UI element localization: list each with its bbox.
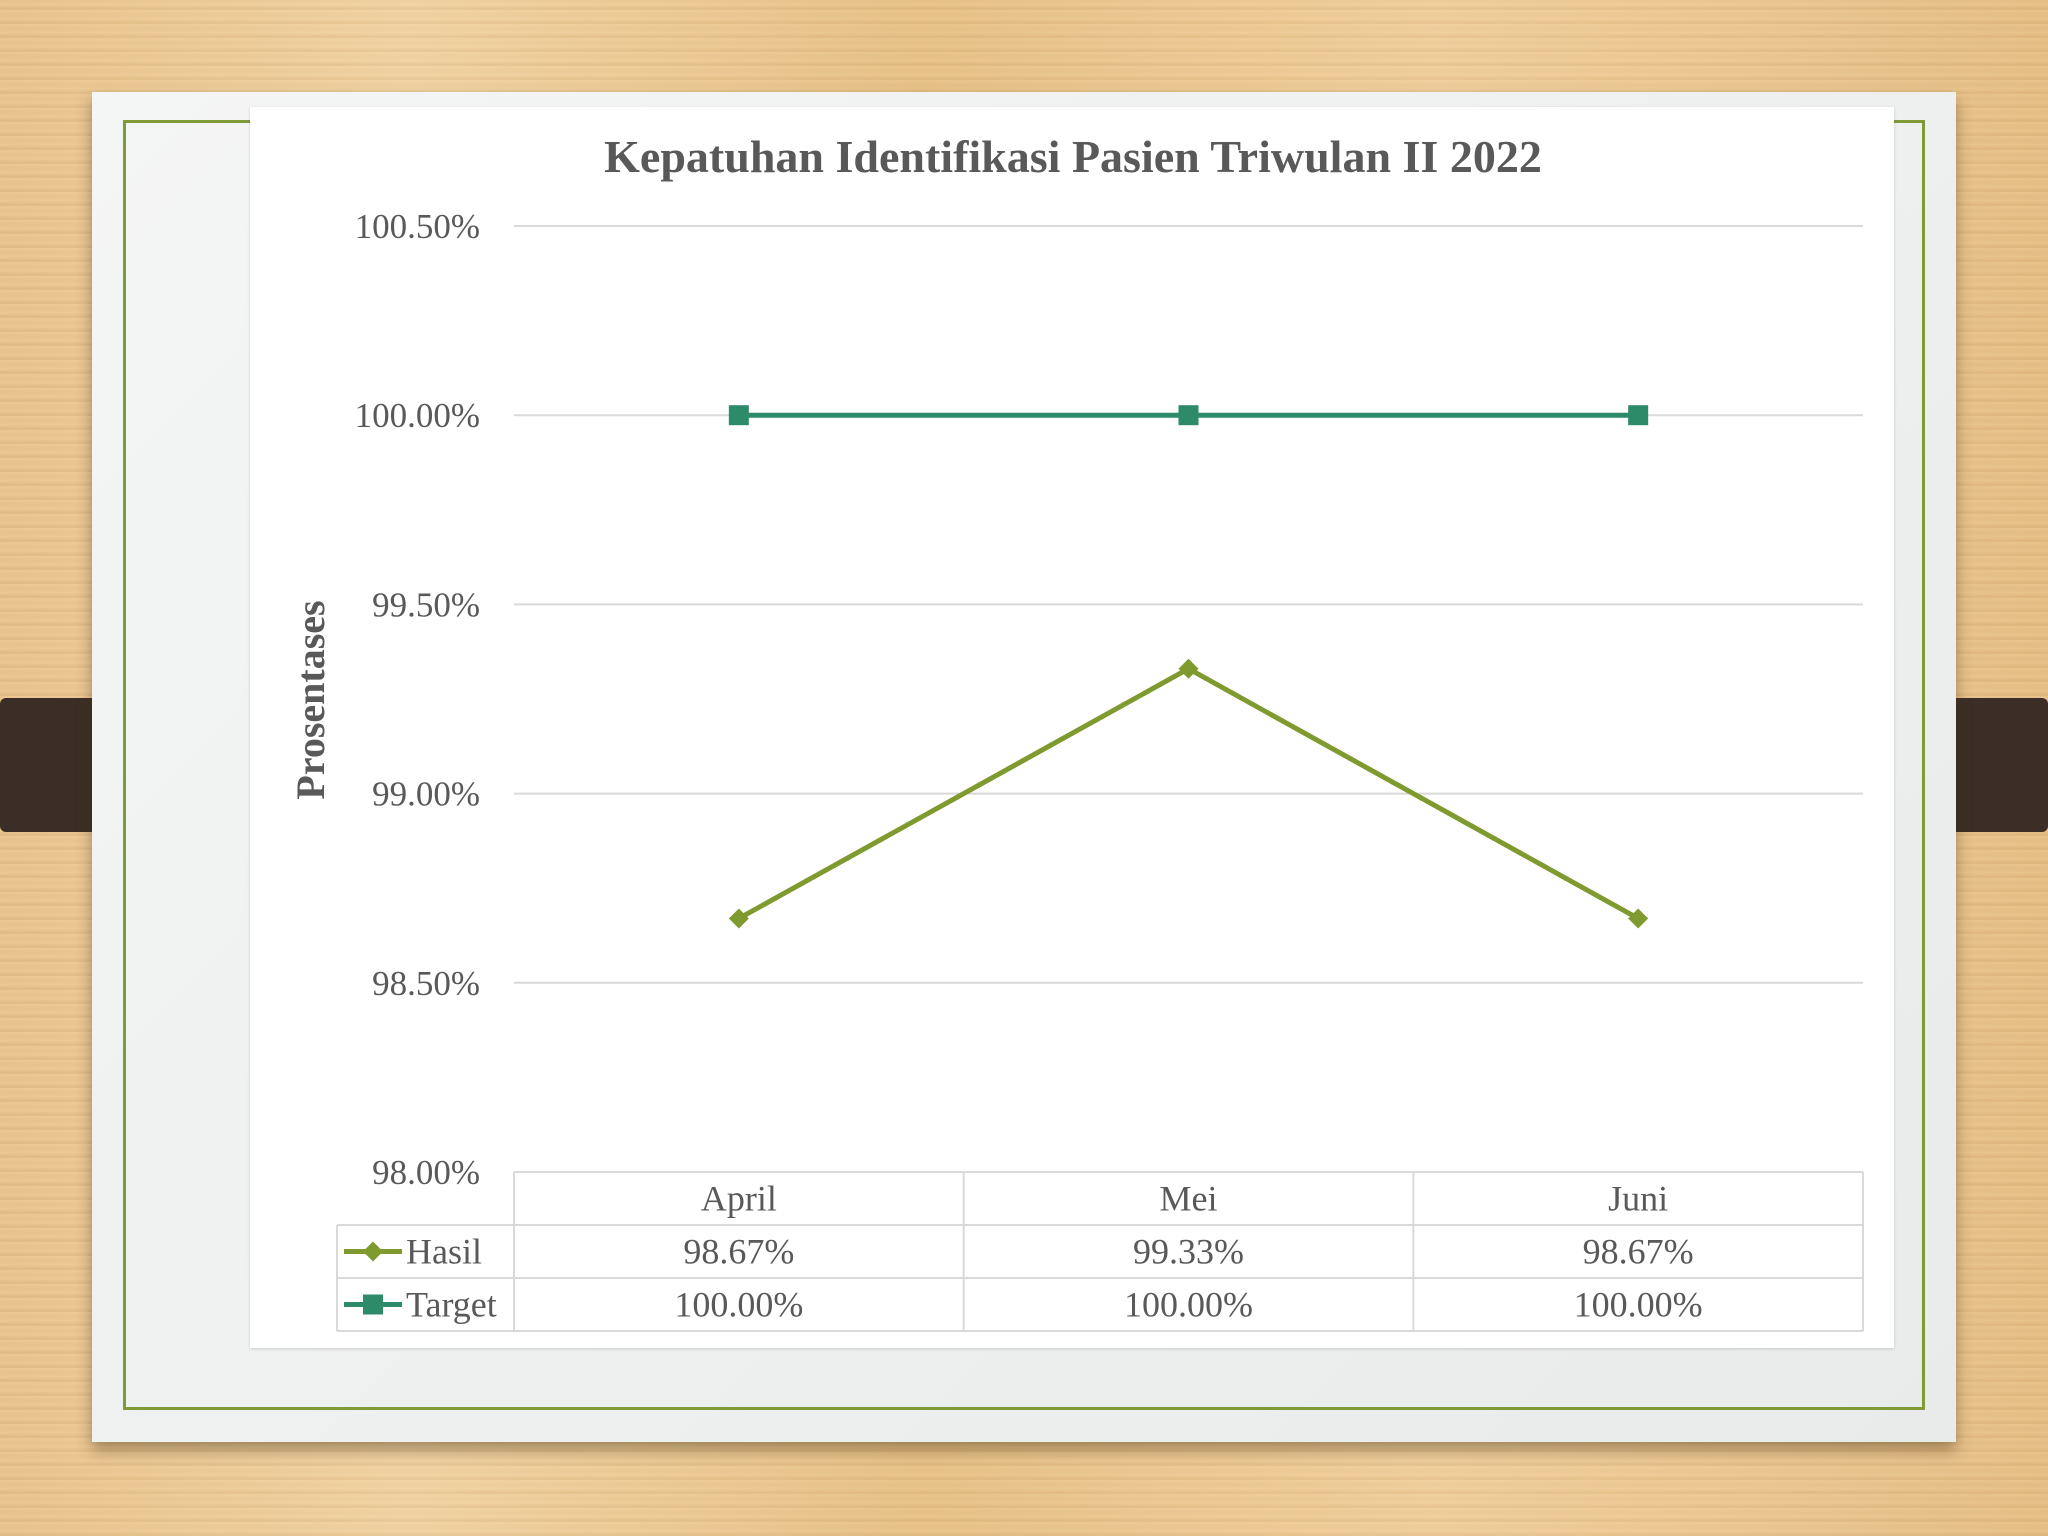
data-point-target — [1178, 405, 1199, 426]
series-lines — [728, 405, 1649, 929]
x-tick-label: April — [701, 1179, 777, 1219]
legend-label-target: Target — [406, 1285, 497, 1325]
legend-marker-target — [363, 1294, 383, 1315]
data-point-target — [728, 405, 749, 426]
y-axis-ticks: 98.00% 98.50% 99.00% 99.50% 100.00% 100.50% — [355, 207, 480, 1192]
y-axis-label: Prosentases — [288, 600, 333, 799]
y-tick-label: 98.00% — [372, 1153, 480, 1192]
chart-panel — [250, 107, 1894, 1348]
x-tick-label: Juni — [1608, 1179, 1668, 1219]
data-label: 100.00% — [1124, 1285, 1253, 1325]
y-tick-label: 99.00% — [372, 775, 480, 814]
y-tick-label: 100.50% — [355, 207, 480, 246]
data-label: 100.00% — [674, 1285, 803, 1325]
data-label: 100.00% — [1574, 1285, 1703, 1325]
data-label: 98.67% — [1583, 1232, 1694, 1272]
data-point-hasil — [728, 908, 749, 929]
data-label: 99.33% — [1133, 1232, 1244, 1272]
data-table: April Mei Juni Hasil 98.67% 99.33% 98.67% Targe… — [336, 1171, 1864, 1332]
gridlines — [514, 225, 1863, 984]
legend-marker-hasil — [363, 1241, 383, 1262]
chart-title: Kepatuhan Identifikasi Pasien Triwulan I… — [604, 131, 1542, 182]
data-point-hasil — [1178, 658, 1199, 679]
x-tick-label: Mei — [1160, 1179, 1218, 1219]
y-tick-label: 99.50% — [372, 585, 480, 624]
legend-label-hasil: Hasil — [406, 1232, 482, 1272]
data-point-hasil — [1628, 908, 1649, 929]
y-tick-label: 100.00% — [355, 396, 480, 435]
data-label: 98.67% — [683, 1232, 794, 1272]
y-tick-label: 98.50% — [372, 964, 480, 1003]
data-point-target — [1628, 405, 1649, 426]
